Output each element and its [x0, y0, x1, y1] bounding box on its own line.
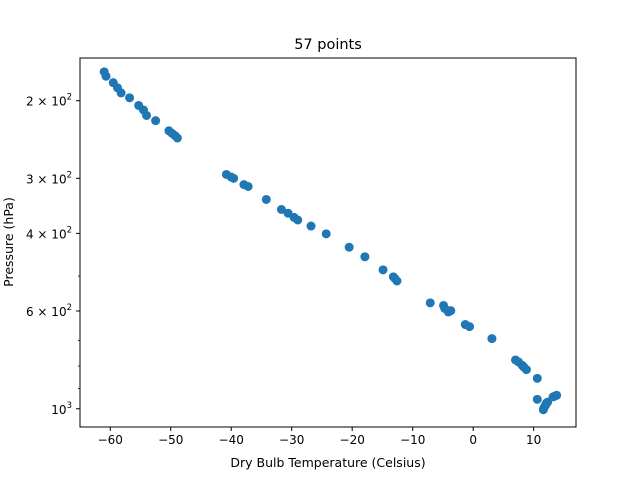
data-point	[521, 365, 531, 375]
y-axis-ticks: 2 × 102 3 × 102 4 × 102 6 × 102 103	[26, 93, 80, 417]
x-tick-label: −30	[279, 433, 304, 447]
data-point	[446, 306, 456, 316]
y-tick-label: 6 × 102	[26, 303, 72, 319]
data-point	[151, 116, 161, 126]
y-tick-label: 4 × 102	[26, 225, 72, 241]
data-point	[243, 181, 253, 191]
data-point	[360, 252, 370, 262]
data-point	[172, 133, 182, 143]
data-point	[425, 298, 435, 308]
plot-frame	[79, 57, 577, 428]
data-point	[532, 394, 542, 404]
data-point	[261, 194, 271, 204]
data-point	[487, 334, 497, 344]
data-point	[116, 88, 126, 98]
data-point	[306, 221, 316, 231]
data-point	[125, 93, 135, 103]
data-point	[344, 242, 354, 252]
x-axis-ticks: −60 −50 −40 −30 −20 −10 0 10	[98, 427, 541, 447]
x-tick-label: −40	[219, 433, 244, 447]
y-tick-label: 2 × 102	[26, 93, 72, 109]
x-tick-label: −60	[98, 433, 123, 447]
data-point	[532, 373, 542, 383]
data-point	[465, 322, 475, 332]
data-point	[229, 173, 239, 183]
data-point	[142, 110, 152, 120]
chart-title: 57 points	[294, 37, 362, 53]
data-point	[378, 265, 388, 275]
data-point	[276, 204, 286, 214]
data-point	[321, 229, 331, 239]
y-axis-label: Pressure (hPa)	[1, 197, 16, 287]
y-tick-label: 103	[51, 401, 72, 417]
data-point	[552, 390, 562, 400]
y-tick-label: 3 × 102	[26, 170, 72, 186]
data-point	[101, 71, 111, 81]
x-tick-label: 10	[526, 433, 541, 447]
x-tick-label: −50	[158, 433, 183, 447]
data-point	[293, 215, 303, 225]
data-points	[99, 67, 562, 415]
x-tick-label: −20	[340, 433, 365, 447]
x-axis-label: Dry Bulb Temperature (Celsius)	[230, 455, 425, 470]
x-tick-label: −10	[400, 433, 425, 447]
x-tick-label: 0	[469, 433, 477, 447]
data-point	[392, 276, 402, 286]
